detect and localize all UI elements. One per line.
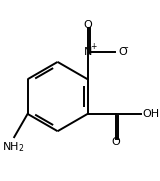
Text: OH: OH xyxy=(142,109,159,119)
Text: O: O xyxy=(83,20,92,30)
Text: O: O xyxy=(118,47,127,57)
Text: O: O xyxy=(111,137,120,147)
Text: NH$_2$: NH$_2$ xyxy=(2,141,25,154)
Text: N: N xyxy=(83,47,92,57)
Text: +: + xyxy=(90,42,96,51)
Text: −: − xyxy=(121,43,128,52)
